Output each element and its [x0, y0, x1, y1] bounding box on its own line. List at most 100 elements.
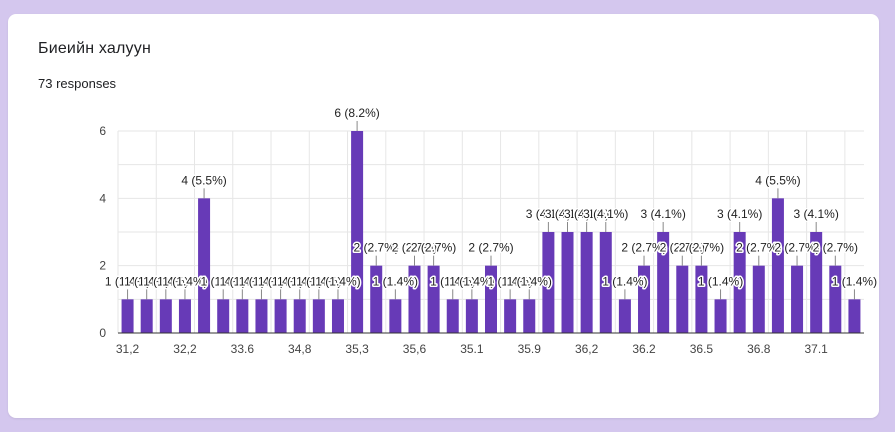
- chart-grid: [117, 130, 864, 333]
- x-tick-label: 35.1: [460, 342, 484, 356]
- bar-data-label: 2 (2.7%): [468, 241, 513, 255]
- x-tick-label: 36.5: [690, 342, 714, 356]
- bar-data-label: 1 (1.4%): [296, 274, 341, 288]
- bar-data-label: 2 (2.7%): [736, 241, 781, 255]
- bar-data-label: 1 (1.4%): [124, 274, 169, 288]
- bar-data-label: 1 (1.4%): [162, 274, 207, 288]
- bar-data-label: 4 (5.5%): [181, 173, 226, 187]
- chart-data-labels: 1 (1.4%)1 (1.4%)1 (1.4%)1 (1.4%)4 (5.5%)…: [103, 105, 879, 300]
- bar[interactable]: [312, 299, 325, 333]
- bar-data-label: 1 (1.4%): [315, 274, 360, 288]
- bar-data-label: 1 (1.4%): [487, 274, 532, 288]
- x-tick-label: 35,3: [345, 342, 369, 356]
- bar-data-label: 1 (1.4%): [832, 274, 877, 288]
- bar[interactable]: [427, 265, 440, 333]
- bar-data-label: 1 (1.4%): [105, 274, 150, 288]
- bar[interactable]: [178, 299, 191, 333]
- bar[interactable]: [351, 131, 364, 333]
- chart-axes: 0 2 4 6 31,2 32,2 33.6 34,8 35,3 35,6 35.1 35.9 36,2…: [99, 124, 864, 356]
- y-tick-label: 6: [99, 124, 106, 138]
- bar[interactable]: [121, 299, 134, 333]
- bar[interactable]: [408, 265, 421, 333]
- bar-data-label: 3 (4.1%): [717, 207, 762, 221]
- bar[interactable]: [733, 232, 746, 333]
- bar[interactable]: [523, 299, 536, 333]
- bar[interactable]: [446, 299, 459, 333]
- bar[interactable]: [714, 299, 727, 333]
- bar[interactable]: [810, 232, 823, 333]
- bar[interactable]: [274, 299, 287, 333]
- bar-data-label: 1 (1.4%): [698, 274, 743, 288]
- bar-data-label: 3 (4.1%): [564, 207, 609, 221]
- response-count: 73 responses: [38, 76, 117, 91]
- bar[interactable]: [159, 299, 172, 333]
- bar[interactable]: [561, 232, 574, 333]
- bar-data-label: 4 (5.5%): [755, 173, 800, 187]
- question-title: Биеийн халуун: [38, 40, 151, 57]
- bar[interactable]: [752, 265, 765, 333]
- x-tick-label: 31,2: [116, 342, 140, 356]
- bar-data-label: 1 (1.4%): [449, 274, 494, 288]
- bar-data-label: 1 (1.4%): [239, 274, 284, 288]
- y-tick-label: 0: [99, 326, 106, 340]
- bar[interactable]: [771, 198, 784, 333]
- bar-data-label: 2 (2.7%): [621, 241, 666, 255]
- bar[interactable]: [599, 232, 612, 333]
- bar[interactable]: [217, 299, 230, 333]
- bar[interactable]: [140, 299, 153, 333]
- bar-data-label: 1 (1.4%): [602, 274, 647, 288]
- bar-data-label: 1 (1.4%): [258, 274, 303, 288]
- bar[interactable]: [618, 299, 631, 333]
- bar[interactable]: [293, 299, 306, 333]
- x-tick-label: 36.2: [632, 342, 656, 356]
- bar[interactable]: [236, 299, 249, 333]
- x-tick-label: 35,6: [403, 342, 427, 356]
- bar-data-label: 1 (1.4%): [373, 274, 418, 288]
- bar-data-label: 1 (1.4%): [220, 274, 265, 288]
- bar-data-label: 1 (1.4%): [143, 274, 188, 288]
- bar[interactable]: [485, 265, 497, 333]
- x-tick-label: 35.9: [518, 342, 542, 356]
- bar-data-label: 1 (1.4%): [430, 274, 475, 288]
- bar-data-label: 2 (2.7%): [813, 241, 858, 255]
- bar[interactable]: [255, 299, 268, 333]
- question-card: Биеийн халуун 73 responses: [8, 14, 879, 418]
- bar-data-label: 3 (4.1%): [793, 207, 838, 221]
- bar[interactable]: [638, 265, 651, 333]
- bar[interactable]: [331, 299, 344, 333]
- bar[interactable]: [580, 232, 593, 333]
- bar-data-label: 3 (4.1%): [545, 207, 590, 221]
- bar[interactable]: [791, 265, 804, 333]
- bar-data-label: 3 (4.1%): [583, 207, 628, 221]
- y-tick-label: 2: [99, 259, 106, 273]
- bar[interactable]: [676, 265, 689, 333]
- bar[interactable]: [504, 299, 517, 333]
- bar[interactable]: [695, 265, 708, 333]
- x-tick-label: 37.1: [804, 342, 828, 356]
- bar[interactable]: [389, 299, 402, 333]
- x-tick-label: 33.6: [231, 342, 255, 356]
- x-tick-label: 36,2: [575, 342, 599, 356]
- bar-data-label: 2 (2.7%): [392, 241, 437, 255]
- bar[interactable]: [848, 299, 861, 333]
- bar[interactable]: [465, 299, 478, 333]
- bar[interactable]: [370, 265, 383, 333]
- bar[interactable]: [829, 265, 842, 333]
- x-tick-label: 32,2: [173, 342, 197, 356]
- bar[interactable]: [542, 232, 555, 333]
- bar[interactable]: [198, 198, 211, 333]
- bar-data-label: 3 (4.1%): [640, 207, 685, 221]
- bar-data-label: 2 (2.7%): [679, 241, 724, 255]
- bar-data-label: 1 (1.4%): [201, 274, 246, 288]
- chart-bars: [121, 131, 861, 333]
- bar-data-label: 6 (8.2%): [334, 106, 379, 120]
- bar[interactable]: [657, 232, 670, 333]
- bar-data-label: 2 (2.7%): [411, 241, 456, 255]
- bar-data-label: 2 (2.7%): [774, 241, 819, 255]
- bar-data-label: 1 (1.4%): [507, 274, 552, 288]
- x-tick-label: 34,8: [288, 342, 312, 356]
- x-tick-label: 36.8: [747, 342, 771, 356]
- y-tick-label: 4: [99, 191, 106, 205]
- bar-data-label: 2 (2.7%): [660, 241, 705, 255]
